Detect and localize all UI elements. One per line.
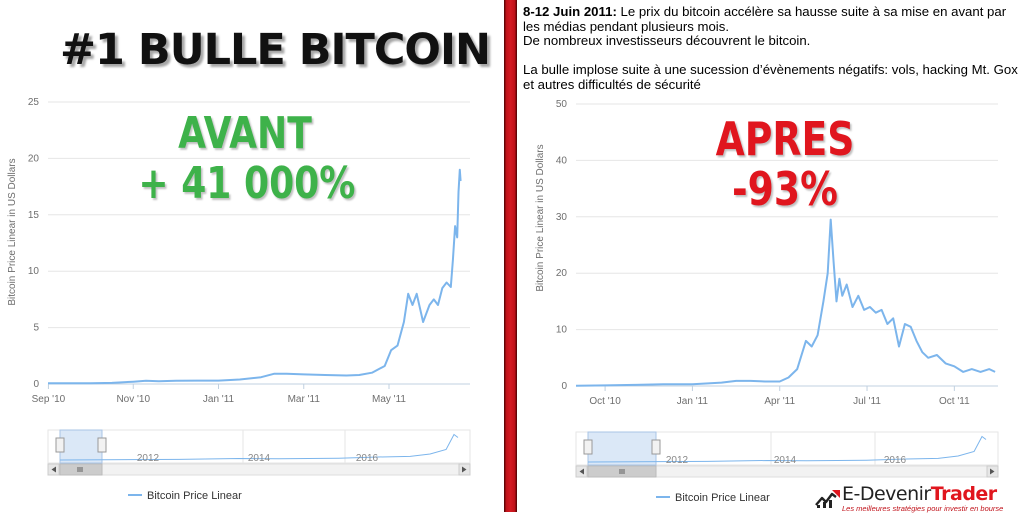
- left-y-axis-label: Bitcoin Price Linear in US Dollars: [7, 158, 18, 305]
- right-y-axis-label: Bitcoin Price Linear in US Dollars: [535, 144, 546, 291]
- left-y-tick-label: 25: [28, 97, 40, 108]
- right-x-tick-label: Apr '11: [764, 396, 795, 407]
- right-y-tick-label: 40: [556, 155, 568, 166]
- left-grid: [48, 101, 470, 385]
- avant-change: + 41 000%: [138, 158, 356, 209]
- apres-change: -93%: [732, 162, 838, 216]
- right-y-tick-label: 50: [556, 99, 568, 110]
- left-price-line: [48, 168, 462, 385]
- right-y-axis: 0 10 20 30 40 50: [556, 99, 568, 392]
- left-x-tick-label: Mar '11: [288, 394, 321, 405]
- brand-name-part1: E-Devenir: [842, 483, 931, 505]
- right-navigator-handle-right[interactable]: [651, 439, 661, 455]
- left-legend-label: Bitcoin Price Linear: [147, 490, 242, 502]
- brand-name: E-DevenirTrader: [842, 483, 997, 505]
- left-navigator-handle-left[interactable]: [55, 437, 65, 453]
- left-navigator-label-2016: 2016: [356, 453, 379, 464]
- left-legend[interactable]: Bitcoin Price Linear: [128, 490, 242, 502]
- right-navigator-handle-left[interactable]: [583, 439, 593, 455]
- right-navigator-label-2016: 2016: [884, 455, 907, 466]
- chart-arrow-icon: [815, 490, 840, 508]
- description-paragraph-1: 8-12 Juin 2011: Le prix du bitcoin accél…: [523, 4, 1018, 34]
- panel-divider: [504, 0, 517, 512]
- right-navigator-line: [587, 435, 987, 463]
- left-y-axis: 0 5 10 15 20 25: [28, 97, 40, 390]
- right-x-axis: Oct '10 Jan '11 Apr '11 Jul '11 Oct '11: [589, 386, 970, 407]
- right-x-tick-label: Oct '11: [939, 396, 970, 407]
- right-grid: [576, 103, 998, 387]
- brand-name-part2: Trader: [930, 483, 997, 505]
- right-scrollbar[interactable]: [575, 465, 999, 478]
- left-x-tick-label: Jan '11: [203, 394, 235, 405]
- apres-label: APRES: [715, 112, 855, 166]
- left-x-tick-label: Nov '10: [116, 394, 150, 405]
- right-x-tick-label: Jan '11: [677, 396, 709, 407]
- left-panel: #1 BULLE BITCOIN 0 5 10 15 20 25 Sep '10 Nov '…: [0, 0, 504, 512]
- description-line-3: La bulle implose suite à une sucession d…: [523, 62, 1018, 92]
- right-y-tick-label: 10: [556, 325, 568, 336]
- left-x-axis: Sep '10 Nov '10 Jan '11 Mar '11 May '11: [32, 384, 406, 405]
- right-navigator-label-2012: 2012: [666, 455, 689, 466]
- right-x-tick-label: Oct '10: [589, 396, 621, 407]
- left-price-chart: 0 5 10 15 20 25 Sep '10 Nov '10 Jan '11 Mar '11 M…: [7, 97, 471, 502]
- right-legend-label: Bitcoin Price Linear: [675, 492, 770, 504]
- left-y-tick-label: 15: [28, 210, 40, 221]
- right-navigator: 2012 2014 2016: [575, 431, 999, 466]
- right-panel: 0 10 20 30 40 50 Oct '10 Jan '11 Apr '11 Jul '11…: [517, 0, 1024, 512]
- right-price-line: [575, 218, 996, 387]
- left-y-tick-label: 20: [28, 153, 40, 164]
- left-y-tick-label: 10: [28, 266, 40, 277]
- description-text: 8-12 Juin 2011: Le prix du bitcoin accél…: [523, 4, 1018, 93]
- left-navigator-label-2014: 2014: [248, 453, 271, 464]
- left-navigator-handle-right[interactable]: [97, 437, 107, 453]
- left-navigator: 2012 2014 2016: [47, 429, 471, 464]
- left-y-tick-label: 5: [33, 323, 39, 334]
- avant-label: AVANT: [178, 108, 312, 159]
- right-y-tick-label: 20: [556, 268, 568, 279]
- brand-tagline: Les meilleures stratégies pour investir …: [842, 504, 1004, 513]
- right-x-tick-label: Jul '11: [853, 396, 881, 407]
- left-navigator-line: [59, 433, 459, 461]
- right-navigator-label-2014: 2014: [774, 455, 797, 466]
- description-line-1: Le prix du bitcoin accélère sa hausse su…: [523, 4, 1007, 34]
- page-title: #1 BULLE BITCOIN: [60, 25, 491, 75]
- description-line-2: De nombreux investisseurs découvrent le …: [523, 33, 811, 49]
- right-navigator-selection[interactable]: [587, 431, 657, 466]
- left-y-tick-label: 0: [33, 379, 39, 390]
- left-scrollbar[interactable]: [47, 463, 471, 476]
- description-date: 8-12 Juin 2011:: [523, 4, 617, 19]
- left-x-tick-label: Sep '10: [32, 394, 66, 405]
- brand-logo[interactable]: E-DevenirTrader Les meilleures stratégie…: [812, 482, 1022, 513]
- left-x-tick-label: May '11: [372, 394, 406, 405]
- left-navigator-label-2012: 2012: [137, 453, 160, 464]
- right-price-chart: 0 10 20 30 40 50 Oct '10 Jan '11 Apr '11 Jul '11…: [535, 99, 999, 504]
- right-y-tick-label: 30: [556, 212, 568, 223]
- left-navigator-selection[interactable]: [59, 429, 103, 464]
- right-legend[interactable]: Bitcoin Price Linear: [656, 492, 770, 504]
- right-y-tick-label: 0: [561, 381, 567, 392]
- left-scrollbar-thumb[interactable]: [59, 463, 103, 476]
